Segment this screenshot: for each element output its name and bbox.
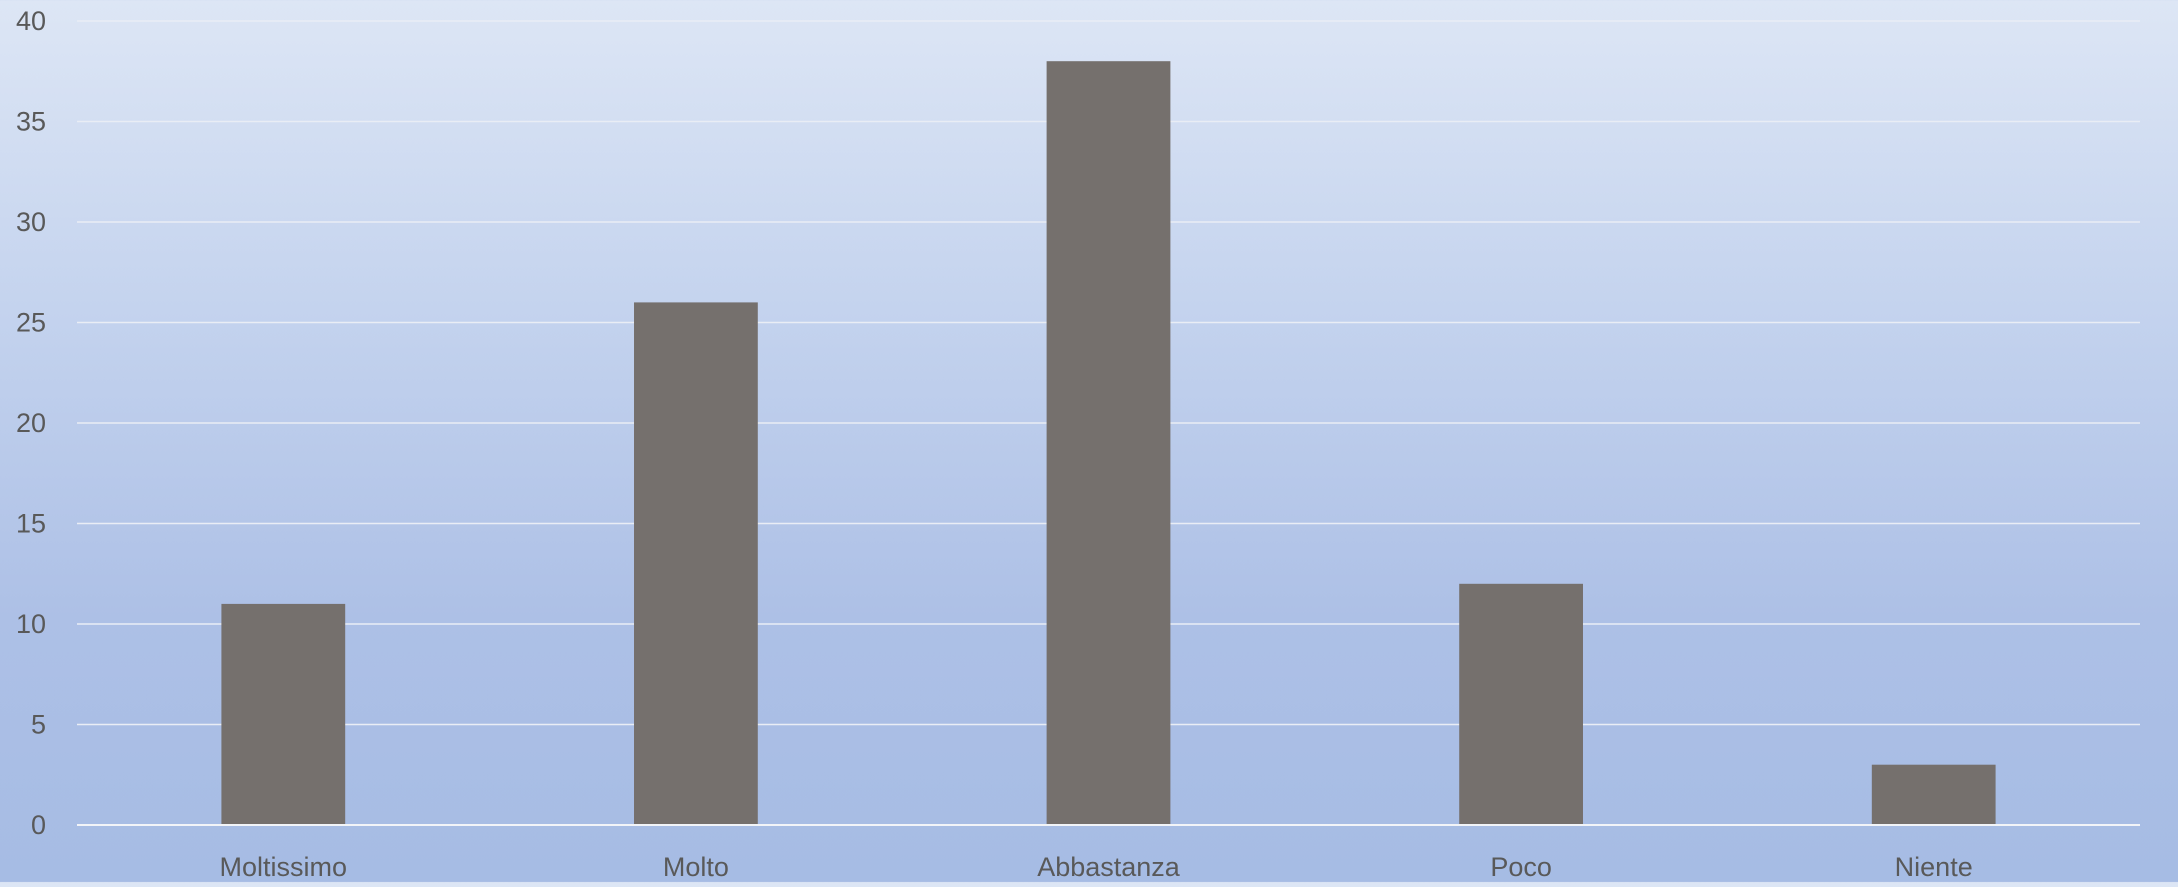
x-tick-label: Moltissimo (220, 852, 348, 882)
y-tick-label: 40 (16, 6, 46, 36)
y-tick-label: 0 (31, 810, 46, 840)
y-axis-tick-labels: 0 5 10 15 20 25 30 35 40 (16, 6, 46, 840)
bars (221, 61, 1996, 825)
y-tick-label: 15 (16, 509, 46, 539)
bar-niente (1871, 764, 1996, 825)
x-tick-label: Poco (1490, 852, 1552, 882)
y-tick-label: 5 (31, 710, 46, 740)
bar-moltissimo (221, 603, 346, 825)
y-tick-label: 25 (16, 308, 46, 338)
x-tick-label: Molto (663, 852, 729, 882)
x-tick-label: Niente (1895, 852, 1973, 882)
x-tick-label: Abbastanza (1037, 852, 1181, 882)
bar-poco (1459, 583, 1583, 825)
y-tick-label: 20 (16, 408, 46, 438)
x-axis-tick-labels: Moltissimo Molto Abbastanza Poco Niente (220, 852, 1973, 882)
bar-molto (634, 302, 758, 825)
bar-abbastanza (1046, 61, 1171, 825)
y-tick-label: 30 (16, 207, 46, 237)
y-tick-label: 35 (16, 107, 46, 137)
y-tick-label: 10 (16, 609, 46, 639)
